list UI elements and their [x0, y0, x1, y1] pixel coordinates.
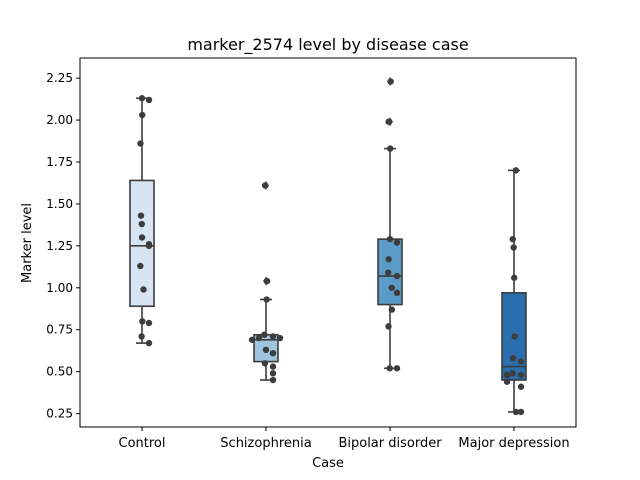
data-point	[139, 318, 146, 325]
y-tick-label: 0.25	[46, 407, 73, 421]
data-point	[248, 336, 256, 343]
data-point	[269, 370, 277, 377]
data-point	[387, 145, 394, 152]
plot-frame	[79, 57, 577, 428]
data-point	[138, 95, 146, 102]
y-tick-label: 0.75	[46, 323, 73, 337]
data-point	[145, 319, 153, 327]
data-point	[261, 360, 269, 367]
data-point	[385, 269, 392, 276]
data-point	[276, 334, 284, 342]
data-point	[393, 272, 401, 280]
data-point	[517, 358, 525, 365]
data-point	[385, 118, 392, 125]
data-point	[393, 239, 401, 246]
data-point	[269, 333, 277, 340]
x-tick-label: Bipolar disorder	[338, 436, 442, 451]
y-tick-label: 0.50	[46, 365, 73, 379]
data-point	[510, 244, 517, 251]
data-point	[262, 346, 270, 354]
data-point	[388, 306, 396, 313]
data-point	[509, 355, 517, 362]
data-point	[269, 350, 277, 357]
data-point	[138, 234, 146, 241]
data-point	[511, 333, 518, 340]
data-point	[509, 370, 516, 377]
data-point	[509, 235, 516, 243]
data-point	[386, 365, 393, 372]
data-point	[511, 274, 518, 281]
box-group	[248, 180, 284, 384]
data-point	[393, 289, 401, 297]
data-point	[269, 363, 277, 370]
data-point	[393, 365, 401, 372]
box-group	[501, 167, 527, 416]
data-point	[137, 212, 145, 219]
data-point	[387, 78, 394, 85]
data-point	[388, 284, 395, 291]
data-point	[139, 111, 146, 119]
data-point	[263, 277, 271, 285]
data-point	[512, 167, 520, 174]
data-point	[517, 383, 525, 390]
data-point	[137, 262, 144, 270]
data-point	[140, 286, 147, 293]
y-tick-label: 1.00	[46, 281, 73, 295]
plot-area: 0.25 0.50 0.75 1.00 1.25 1.50 1.75 2.00 2.25 Cont…	[46, 57, 577, 451]
data-point	[386, 235, 394, 243]
y-tick-label: 1.50	[46, 197, 73, 211]
data-point	[503, 371, 511, 379]
data-point	[261, 331, 268, 338]
y-axis-label: Marker level	[20, 203, 35, 283]
box-group	[377, 76, 403, 372]
data-point	[385, 323, 392, 330]
data-point	[517, 371, 525, 379]
data-point	[269, 376, 277, 384]
x-axis-label: Case	[312, 456, 344, 471]
data-point	[145, 96, 153, 104]
x-tick-label: Major depression	[458, 436, 569, 451]
data-point	[138, 220, 145, 228]
data-point	[517, 408, 525, 416]
data-point	[512, 408, 520, 416]
data-point	[255, 334, 263, 342]
box-group	[129, 95, 155, 347]
y-tick-label: 1.75	[46, 155, 73, 169]
data-point	[385, 256, 392, 263]
data-point	[145, 339, 153, 347]
data-point	[138, 333, 145, 340]
x-tick-label: Control	[119, 436, 166, 451]
y-tick-label: 2.25	[46, 71, 73, 85]
chart-title: marker_2574 level by disease case	[187, 35, 468, 55]
data-point	[261, 182, 269, 189]
data-point	[503, 378, 511, 385]
y-tick-label: 2.00	[46, 113, 73, 127]
y-tick-label: 1.25	[46, 239, 73, 253]
x-tick-label: Schizophrenia	[220, 436, 311, 451]
data-point	[137, 140, 144, 147]
data-point	[263, 296, 270, 303]
data-point	[145, 242, 153, 250]
